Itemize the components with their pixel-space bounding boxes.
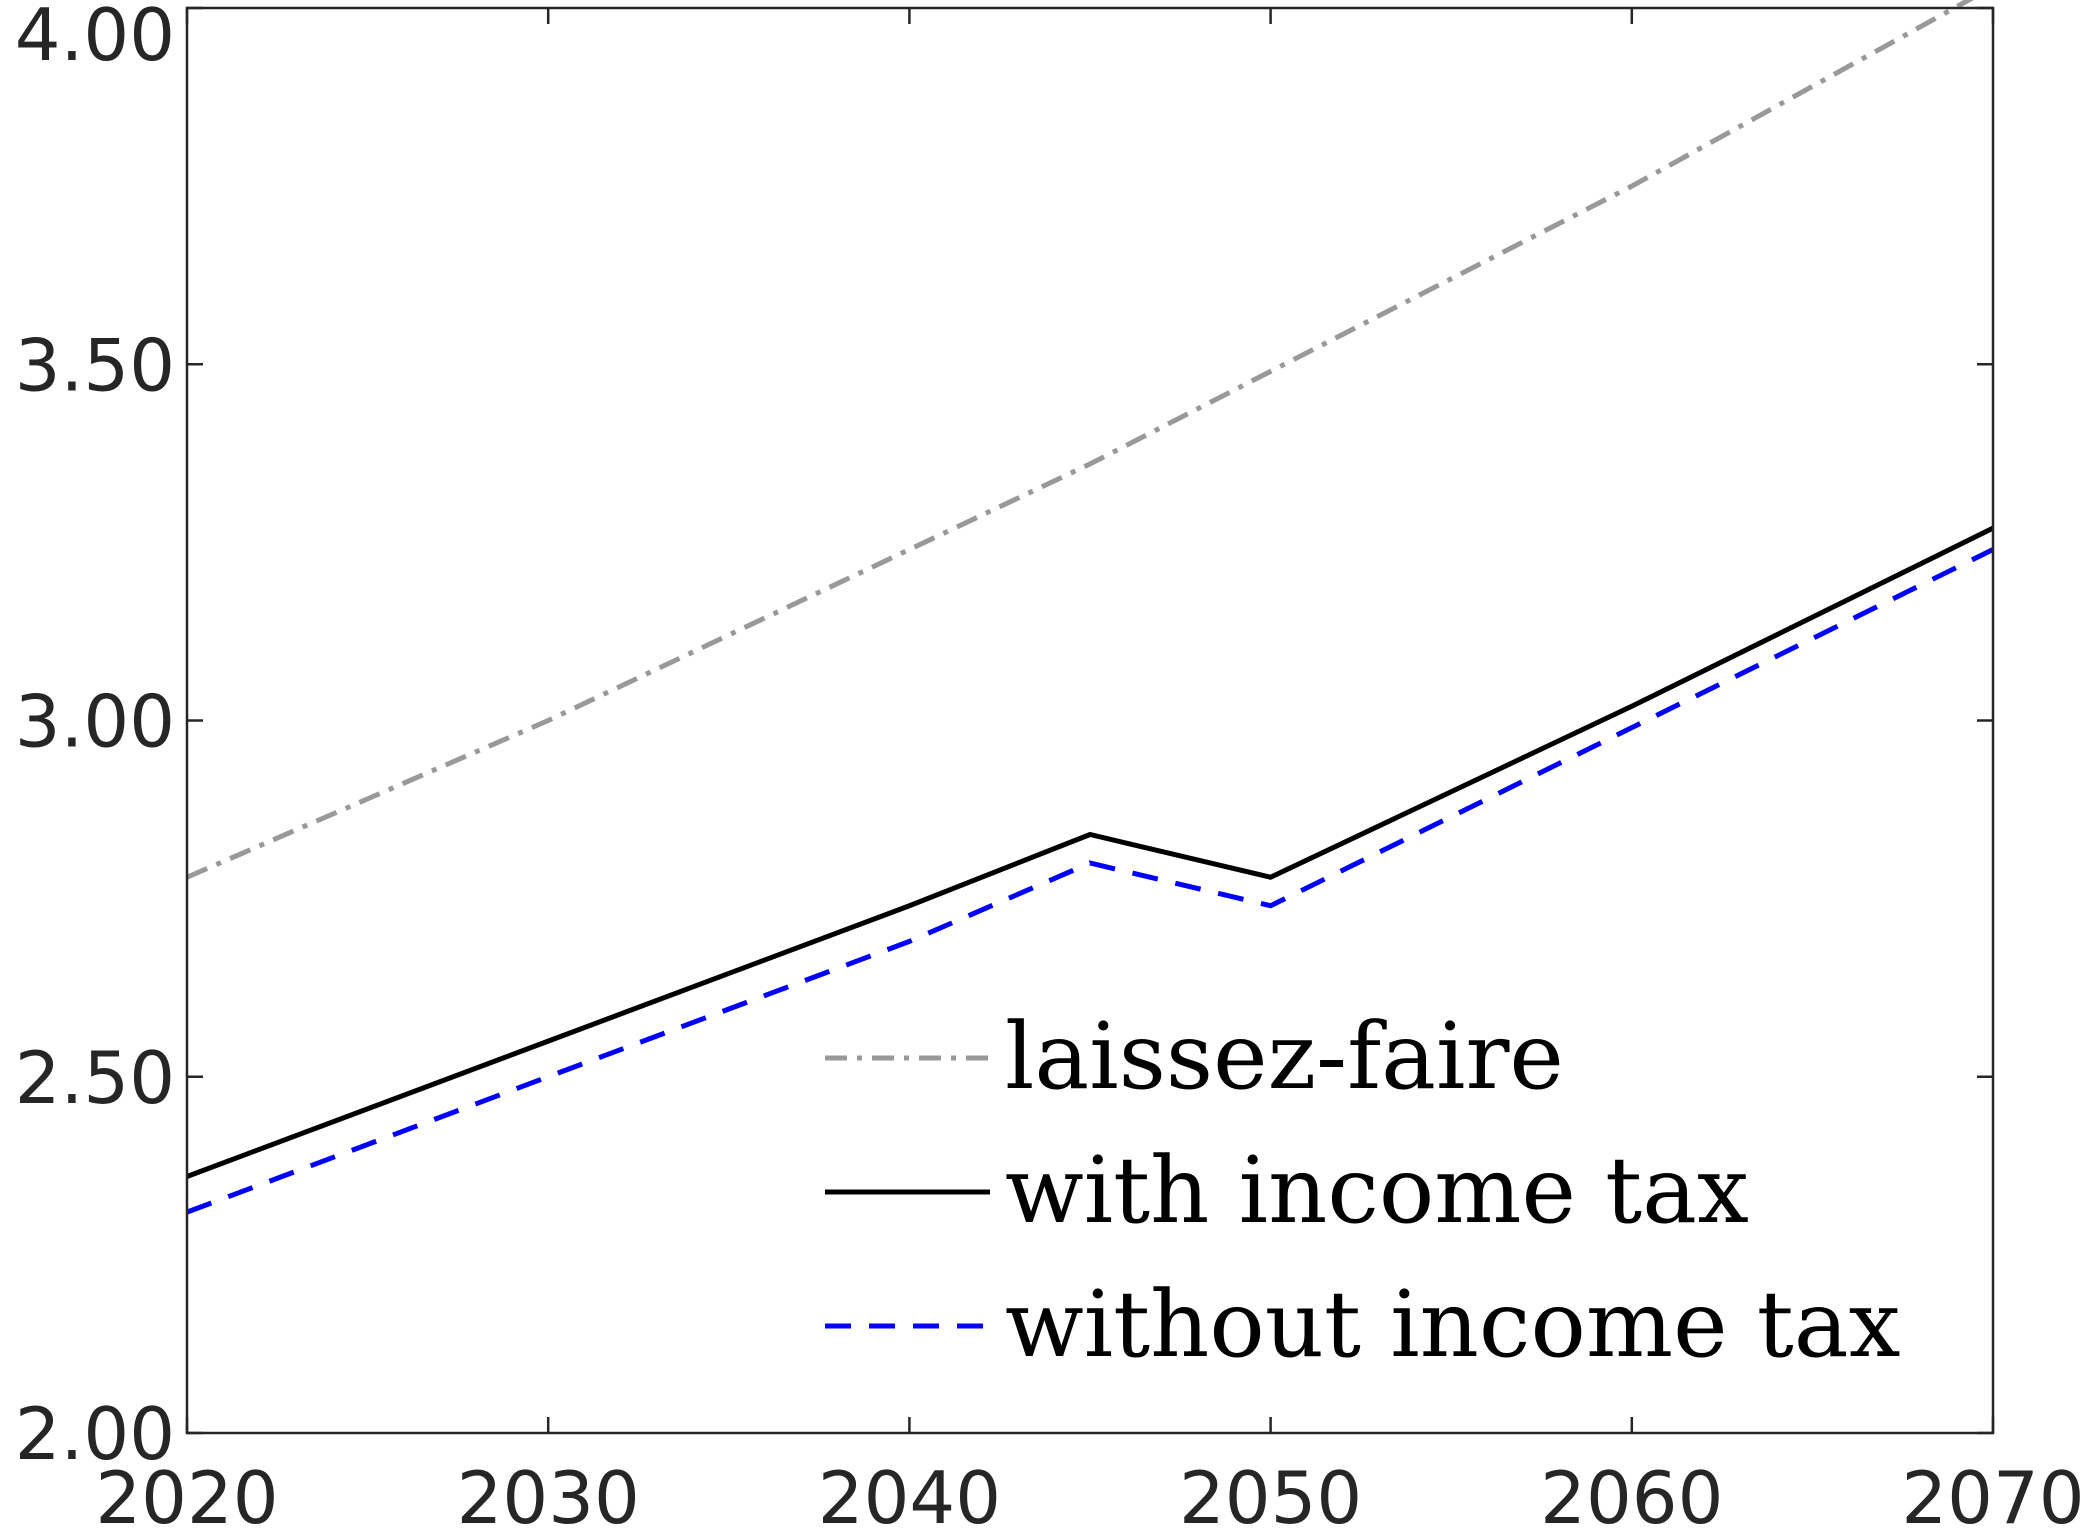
legend-label: laissez-faire	[1005, 1003, 1564, 1110]
x-tick-label: 2060	[1540, 1456, 1723, 1531]
x-tick-label: 2040	[818, 1456, 1001, 1531]
x-tick-label: 2030	[457, 1456, 640, 1531]
y-tick-label: 2.00	[15, 1392, 175, 1476]
legend: laissez-faire with income tax without inco…	[825, 1003, 1900, 1378]
x-tick-label: 2020	[95, 1456, 278, 1531]
y-tick-label: 2.50	[15, 1036, 175, 1120]
legend-label: without income tax	[1005, 1271, 1900, 1378]
y-tick-label: 3.50	[15, 323, 175, 407]
x-tick-label: 2050	[1179, 1456, 1362, 1531]
ticks-layer: 2020 2030 2040 2050 2060 2070 2.00 2.50 3.00 3.50…	[15, 0, 2083, 1536]
series-line-without-income-tax	[186, 547, 1995, 1215]
y-tick-label: 3.00	[15, 680, 175, 764]
series-layer	[186, 0, 1995, 1215]
x-tick-label: 2070	[1901, 1456, 2083, 1531]
y-tick-label: 4.00	[15, 0, 175, 77]
series-line-laissez-faire	[186, 0, 1974, 880]
legend-label: with income tax	[1005, 1137, 1749, 1244]
series-line-with-income-tax	[186, 525, 1995, 1179]
